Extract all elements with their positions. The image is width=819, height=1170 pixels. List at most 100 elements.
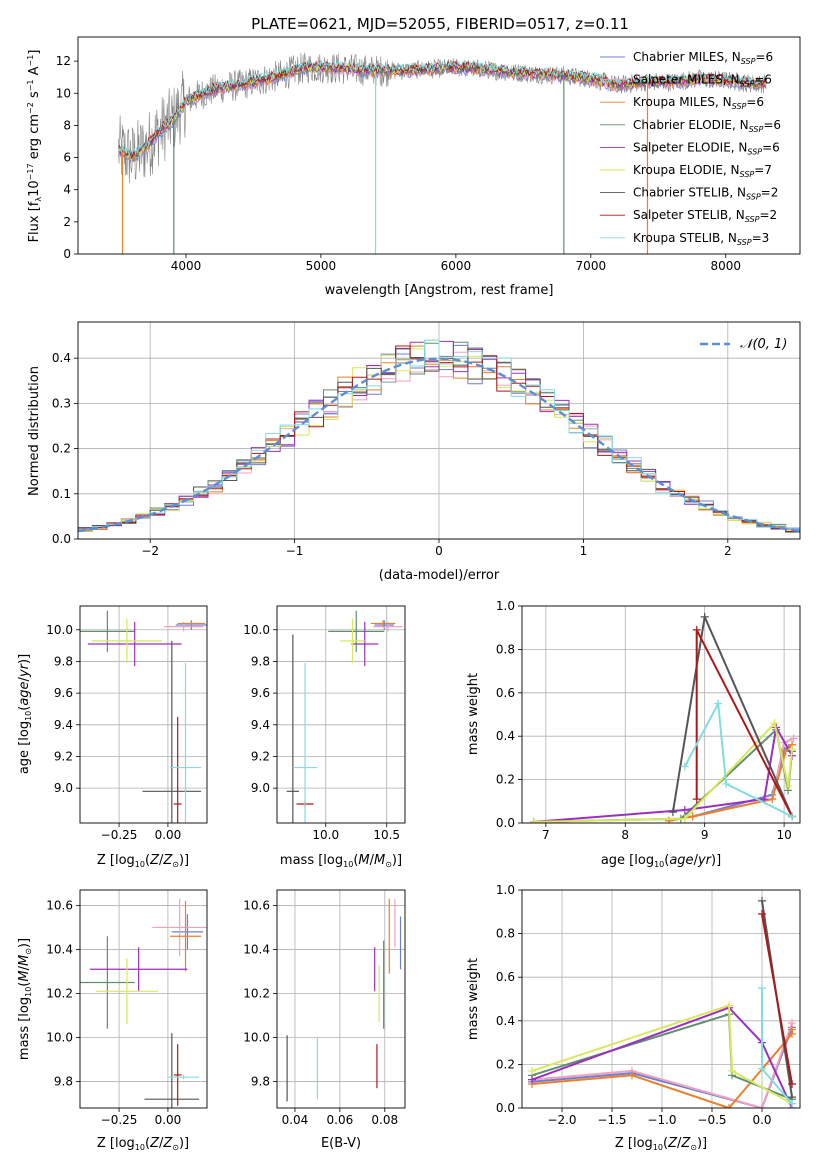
weight-marker — [758, 984, 766, 993]
weight-marker — [758, 896, 766, 905]
residual-xlabel: (data-model)/error — [379, 568, 500, 583]
y-tick-label: 10.0 — [46, 623, 73, 637]
y-tick-label: 10.0 — [243, 1031, 270, 1045]
axes-frame — [79, 889, 208, 1109]
y-tick-label: 1.0 — [496, 599, 515, 613]
weight-marker — [714, 699, 723, 708]
y-tick-label: 0.4 — [496, 729, 515, 743]
legend-label: Salpeter MILES, NSSP=6 — [633, 73, 772, 89]
x-tick-label: 5000 — [306, 259, 337, 273]
weight-marker — [528, 1075, 536, 1084]
axes-frame — [276, 889, 406, 1109]
y-tick-label: 6 — [63, 151, 71, 165]
x-tick-label: 2 — [724, 544, 732, 558]
spectrum-ylabel: Flux [fλ10−17 erg cm−2 s−1 A−1] — [26, 50, 43, 243]
y-tick-label: 4 — [63, 183, 71, 197]
x-tick-label: −1.5 — [597, 1113, 626, 1127]
y-tick-label: 0.4 — [52, 351, 71, 365]
weight-marker — [788, 745, 797, 754]
x-tick-label: 7000 — [576, 259, 607, 273]
axes-frame — [276, 605, 406, 824]
y-tick-label: 10.2 — [243, 986, 270, 1000]
y-tick-label: 0.0 — [496, 1101, 515, 1115]
age-ylabel: age [log10(age/yr)] — [17, 654, 33, 774]
y-tick-label: 9.4 — [251, 718, 270, 732]
x-tick-label: 8000 — [711, 259, 742, 273]
weight_vs_Z-plot-area — [528, 896, 796, 1108]
weight-line — [531, 1022, 793, 1108]
spectrum-plot-area — [118, 52, 767, 254]
x-tick-label: 0.00 — [155, 1113, 182, 1127]
y-tick-label: 10.0 — [243, 623, 270, 637]
y-tick-label: 10.6 — [46, 898, 73, 912]
x-tick-label: 0 — [435, 544, 443, 558]
y-tick-label: 9.8 — [251, 1075, 270, 1089]
legend-label: Salpeter ELODIE, NSSP=6 — [633, 140, 780, 156]
residual-ylabel: Normed distribution — [27, 366, 42, 496]
x-tick-label: 8 — [621, 828, 629, 842]
x-tick-label: 10.5 — [373, 828, 400, 842]
legend-label: Chabrier STELIB, NSSP=2 — [633, 186, 778, 202]
x-tick-label: −1 — [286, 544, 304, 558]
y-tick-label: 12 — [56, 54, 71, 68]
y-tick-label: 10 — [56, 86, 71, 100]
y-tick-label: 10.2 — [46, 986, 73, 1000]
weight-marker — [725, 1001, 733, 1010]
y-tick-label: 0.2 — [496, 773, 515, 787]
weight-marker — [680, 762, 689, 771]
y-tick-label: 9.2 — [251, 749, 270, 763]
axes-frame — [521, 889, 801, 1109]
mass_vs_ebv-axes: 0.04 0.06 0.08 9.8 10.0 10.2 10.4 10.6 — [243, 889, 406, 1127]
y-tick-label: 1.0 — [496, 883, 515, 897]
weight-marker — [692, 795, 701, 804]
model-spectrum-line — [118, 59, 767, 157]
y-tick-label: 9.4 — [54, 718, 73, 732]
ebv-xlabel: E(B-V) — [321, 1136, 361, 1151]
normal-legend-label: 𝒩(0, 1) — [740, 337, 787, 352]
x-tick-label: 7 — [542, 828, 550, 842]
weight-marker — [680, 805, 689, 814]
weight-marker — [688, 812, 697, 821]
x-tick-label: 10.0 — [312, 828, 339, 842]
axes-frame — [77, 36, 801, 255]
y-tick-label: 0.6 — [496, 686, 515, 700]
weight-marker — [728, 1066, 736, 1075]
weight-line — [531, 1004, 793, 1105]
weight-ylabel: mass weight — [466, 958, 481, 1040]
y-tick-label: 0.0 — [496, 816, 515, 830]
y-tick-label: 9.0 — [251, 781, 270, 795]
y-tick-label: 9.2 — [54, 749, 73, 763]
weight-marker — [722, 779, 731, 788]
age_vs_Z-axes: −0.25 0.00 9.0 9.2 9.4 9.6 9.8 10.0 — [46, 605, 208, 842]
weight-marker — [788, 812, 797, 821]
x-tick-label: −1.0 — [647, 1113, 676, 1127]
y-tick-label: 0.2 — [52, 442, 71, 456]
weight-marker — [758, 909, 766, 918]
x-tick-label: −0.25 — [101, 1113, 138, 1127]
weight-line — [761, 913, 793, 1085]
weight-marker — [528, 1066, 536, 1075]
histogram-step — [78, 339, 800, 530]
weight-marker — [758, 1064, 766, 1073]
weight-vs-age-xlabel: age [log10(age/yr)] — [601, 853, 721, 869]
y-tick-label: 10.4 — [46, 942, 73, 956]
mass_vs_Z-axes: −0.25 0.00 9.8 10.0 10.2 10.4 10.6 — [46, 889, 208, 1127]
y-tick-label: 9.0 — [54, 781, 73, 795]
y-tick-label: 0.8 — [496, 642, 515, 656]
x-tick-label: −2.0 — [547, 1113, 576, 1127]
residuals-axes: −2 −1 0 1 2 0.0 0.1 0.2 0.3 0.4 — [52, 321, 801, 558]
legend-label: Salpeter STELIB, NSSP=2 — [633, 208, 777, 224]
y-tick-label: 9.6 — [251, 686, 270, 700]
y-tick-label: 0.1 — [52, 487, 71, 501]
y-tick-label: 0.6 — [496, 970, 515, 984]
spectrum-legend: Chabrier MILES, NSSP=6 Salpeter MILES, NS… — [600, 50, 781, 247]
y-tick-label: 2 — [63, 215, 71, 229]
weight-line — [683, 700, 793, 818]
spectrum-xlabel: wavelength [Angstrom, rest frame] — [325, 283, 554, 298]
y-tick-label: 0.4 — [496, 1014, 515, 1028]
y-tick-label: 0 — [63, 247, 71, 261]
y-tick-label: 0.0 — [52, 532, 71, 546]
y-tick-label: 8 — [63, 118, 71, 132]
axes-frame — [521, 605, 801, 824]
